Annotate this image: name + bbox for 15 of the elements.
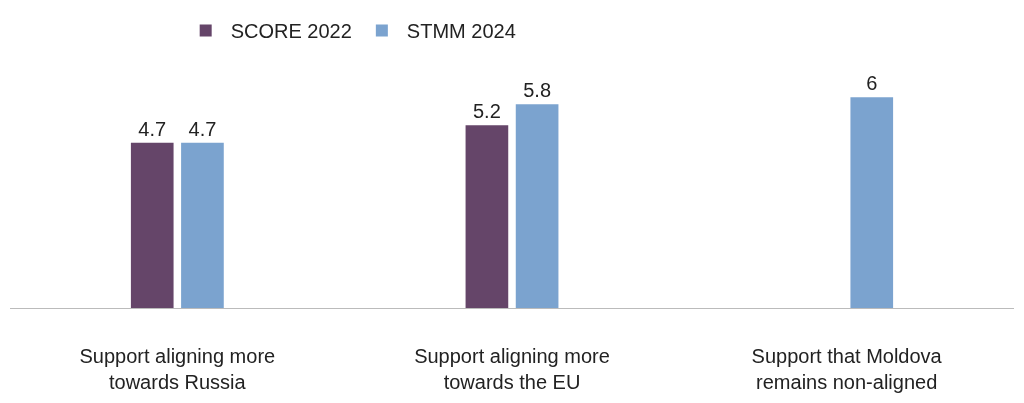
bar xyxy=(850,97,894,308)
x-tick-label: Support aligning more towards the EU xyxy=(414,345,610,393)
legend-label: STMM 2024 xyxy=(406,20,516,43)
legend-label: SCORE 2022 xyxy=(230,20,352,43)
bar xyxy=(181,142,224,308)
data-label: 5.2 xyxy=(473,100,501,123)
bar xyxy=(465,125,509,308)
x-tick-label: Support aligning more towards Russia xyxy=(79,345,276,393)
bar xyxy=(515,104,559,308)
data-label: 4.7 xyxy=(188,117,217,140)
x-tick-label: Support that Moldova remains non-aligned xyxy=(751,345,943,393)
data-label: 6 xyxy=(866,72,878,95)
data-label: 4.7 xyxy=(138,117,167,140)
data-label: 5.8 xyxy=(523,79,552,102)
bar xyxy=(130,142,174,308)
